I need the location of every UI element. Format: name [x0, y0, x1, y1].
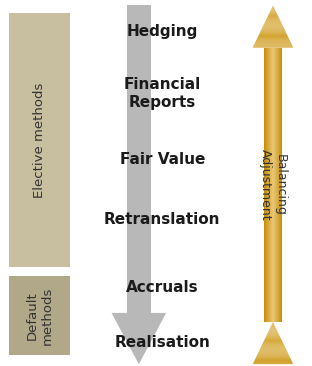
Polygon shape: [258, 352, 288, 354]
Polygon shape: [265, 21, 281, 22]
Polygon shape: [268, 14, 278, 15]
Polygon shape: [262, 344, 284, 345]
Polygon shape: [271, 324, 275, 325]
Polygon shape: [263, 25, 283, 26]
Polygon shape: [268, 332, 278, 333]
Polygon shape: [259, 33, 287, 34]
Text: Financial
Reports: Financial Reports: [124, 77, 201, 109]
Polygon shape: [254, 44, 292, 45]
Polygon shape: [260, 348, 286, 350]
Bar: [9, 276, 70, 355]
Polygon shape: [257, 355, 289, 356]
Polygon shape: [270, 327, 276, 328]
Polygon shape: [263, 26, 283, 27]
Polygon shape: [260, 347, 286, 348]
Polygon shape: [259, 34, 287, 35]
Text: Accruals: Accruals: [126, 280, 198, 295]
Polygon shape: [258, 36, 288, 37]
Polygon shape: [269, 13, 277, 14]
Polygon shape: [257, 37, 289, 38]
Polygon shape: [253, 46, 293, 48]
Polygon shape: [254, 361, 292, 362]
Polygon shape: [112, 313, 166, 364]
Polygon shape: [266, 18, 280, 19]
Polygon shape: [258, 35, 288, 36]
Text: Fair Value: Fair Value: [119, 152, 205, 167]
Polygon shape: [264, 23, 282, 25]
Polygon shape: [271, 326, 275, 327]
Polygon shape: [258, 351, 288, 352]
Polygon shape: [263, 342, 283, 343]
Polygon shape: [272, 5, 274, 7]
Polygon shape: [267, 334, 279, 335]
Polygon shape: [269, 329, 277, 330]
Text: Hedging: Hedging: [127, 24, 198, 38]
Polygon shape: [261, 345, 285, 346]
Polygon shape: [264, 340, 282, 341]
Polygon shape: [270, 328, 276, 329]
Polygon shape: [260, 32, 286, 33]
Polygon shape: [263, 341, 283, 342]
Bar: [127, 5, 151, 313]
Polygon shape: [268, 15, 278, 16]
Polygon shape: [254, 360, 292, 361]
Polygon shape: [261, 29, 285, 30]
Polygon shape: [266, 19, 280, 20]
Polygon shape: [255, 358, 291, 359]
Polygon shape: [261, 30, 285, 31]
Text: Realisation: Realisation: [114, 335, 210, 350]
Polygon shape: [257, 354, 289, 355]
Polygon shape: [271, 325, 275, 326]
Polygon shape: [262, 343, 284, 344]
Polygon shape: [255, 359, 291, 360]
Polygon shape: [257, 38, 289, 39]
Text: Default
methods: Default methods: [26, 287, 54, 345]
Polygon shape: [267, 16, 279, 17]
Text: Balancing
Adjustment: Balancing Adjustment: [259, 149, 287, 221]
Polygon shape: [259, 350, 287, 351]
Polygon shape: [266, 336, 280, 337]
Polygon shape: [266, 335, 280, 336]
Polygon shape: [255, 42, 291, 44]
Polygon shape: [272, 7, 274, 8]
Polygon shape: [272, 322, 274, 323]
Polygon shape: [256, 40, 290, 41]
Polygon shape: [264, 22, 282, 23]
Polygon shape: [271, 9, 275, 10]
Text: Elective methods: Elective methods: [33, 82, 46, 198]
Polygon shape: [271, 8, 275, 9]
Polygon shape: [253, 363, 293, 364]
Text: Retranslation: Retranslation: [104, 212, 221, 227]
Polygon shape: [270, 11, 276, 12]
Polygon shape: [268, 330, 278, 332]
Bar: [9, 13, 70, 267]
Polygon shape: [265, 338, 281, 339]
Polygon shape: [266, 337, 280, 338]
Polygon shape: [266, 20, 280, 21]
Polygon shape: [255, 41, 291, 42]
Polygon shape: [270, 12, 276, 13]
Polygon shape: [262, 27, 284, 29]
Polygon shape: [253, 45, 293, 46]
Polygon shape: [261, 346, 285, 347]
Polygon shape: [253, 362, 293, 363]
Polygon shape: [256, 39, 290, 40]
Polygon shape: [272, 323, 274, 324]
Polygon shape: [264, 339, 282, 340]
Polygon shape: [260, 31, 286, 32]
Polygon shape: [256, 356, 290, 357]
Polygon shape: [271, 10, 275, 11]
Polygon shape: [267, 17, 279, 18]
Polygon shape: [267, 333, 279, 334]
Polygon shape: [256, 357, 290, 358]
